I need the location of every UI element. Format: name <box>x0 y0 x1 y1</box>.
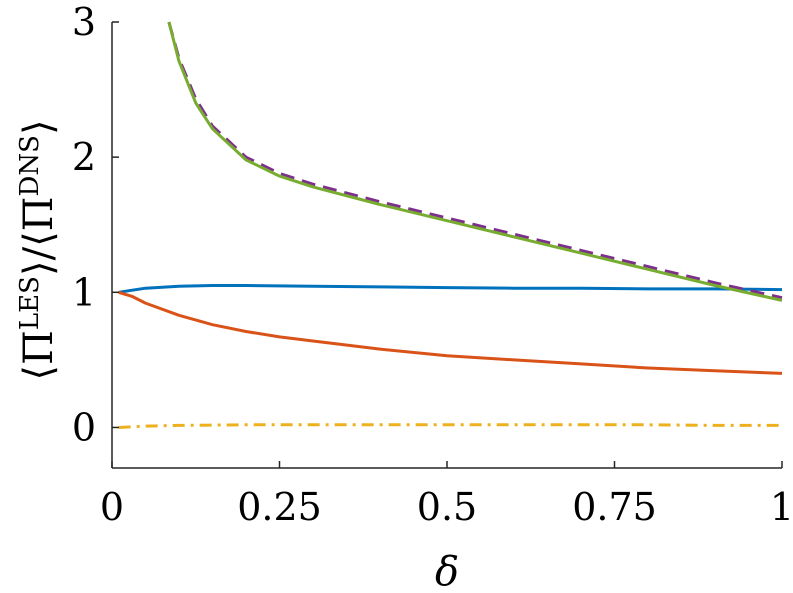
y-tick-label: 2 <box>72 135 96 179</box>
x-tick-label: 1 <box>770 485 793 529</box>
series-line-2 <box>118 290 783 375</box>
y-label-close: ⟩ <box>16 119 62 135</box>
series-layer <box>118 21 783 429</box>
series-line-4 <box>167 21 783 300</box>
y-label-sup-dns: DNS <box>15 135 45 196</box>
series-line-3 <box>118 423 782 429</box>
y-label-middle: ⟩/⟨Π <box>16 196 62 276</box>
x-axis-label: δ <box>435 549 459 593</box>
y-label-sup-les: LES <box>15 276 45 330</box>
x-tick-label: 0.5 <box>417 485 477 529</box>
x-tick-label: 0.75 <box>572 485 657 529</box>
x-tick-label: 0 <box>100 485 124 529</box>
x-ticks: 0 0.25 0.5 0.75 1 <box>100 461 793 529</box>
series-line-1 <box>118 284 783 294</box>
y-label-open: ⟨Π <box>16 330 62 381</box>
y-axis-label: ⟨ΠLES⟩/⟨ΠDNS⟩ <box>15 119 62 380</box>
y-tick-label: 3 <box>72 0 96 44</box>
y-ticks: 0 1 2 3 <box>72 0 119 449</box>
y-tick-label: 0 <box>72 405 96 449</box>
x-tick-label: 0.25 <box>237 485 322 529</box>
series-line-5 <box>167 21 783 302</box>
y-tick-label: 1 <box>72 270 96 314</box>
plot-area <box>112 22 782 468</box>
